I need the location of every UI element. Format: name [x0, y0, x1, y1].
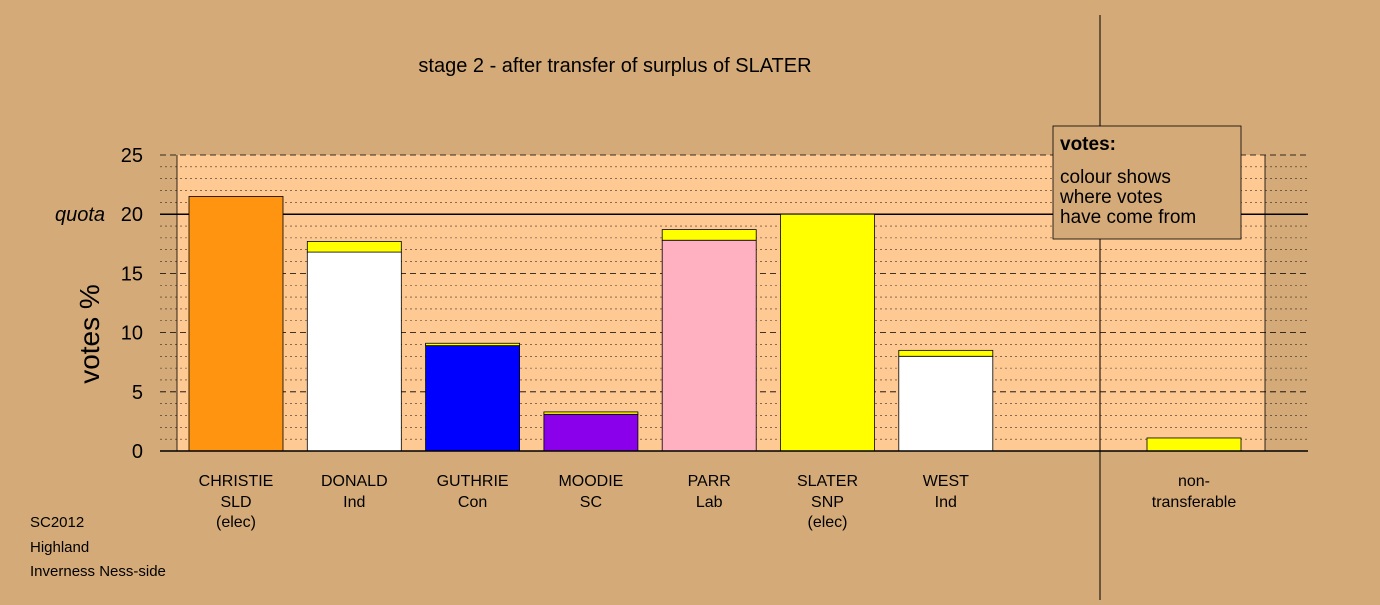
- candidate-name-label: CHRISTIE: [199, 473, 274, 490]
- bar-moodie-from-sc: [543, 413, 639, 452]
- bar-parr-from-lab: [661, 239, 757, 452]
- quota-label: quota: [55, 204, 105, 226]
- category-labels: CHRISTIE SLD (elec) DONALD Ind GUTHRIE Con MOOD…: [199, 473, 1237, 531]
- bar-donald-from-snp: [306, 241, 402, 253]
- candidate-name-label: PARR: [688, 473, 731, 490]
- candidate-name-label: GUTHRIE: [437, 473, 509, 490]
- footer-election: SC2012: [30, 514, 84, 531]
- bar-donald-from-ind: [306, 251, 402, 452]
- candidate-party-label: SLD: [220, 494, 251, 511]
- non-transferable-label-line1: non-: [1178, 473, 1210, 490]
- candidate-party-label: Ind: [343, 494, 365, 511]
- legend-line-1: colour shows: [1060, 167, 1171, 188]
- bar-parr-from-snp: [661, 229, 757, 241]
- candidate-name-label: MOODIE: [558, 473, 623, 490]
- legend-title: votes:: [1060, 134, 1116, 155]
- non-transferable-label-line2: transferable: [1152, 494, 1237, 511]
- candidate-party-label: Lab: [696, 494, 723, 511]
- footer-council: Highland: [30, 539, 89, 556]
- candidate-name-label: DONALD: [321, 473, 388, 490]
- y-tick-label: 10: [121, 323, 143, 345]
- y-tick-label: 5: [132, 382, 143, 404]
- candidate-party-label: SC: [580, 494, 602, 511]
- y-tick-label: 0: [132, 441, 143, 463]
- legend-line-2: where votes: [1059, 187, 1162, 208]
- candidate-status-label: (elec): [216, 514, 256, 531]
- chart-title: stage 2 - after transfer of surplus of S…: [418, 55, 811, 77]
- y-tick-label: 25: [121, 145, 143, 167]
- candidate-party-label: Con: [458, 494, 487, 511]
- candidate-name-label: SLATER: [797, 473, 858, 490]
- bar-slater-from-snp: [780, 213, 875, 452]
- legend: votes: colour shows where votes have com…: [1052, 125, 1242, 240]
- bar-guthrie-from-snp: [425, 342, 521, 347]
- legend-box: [1052, 125, 1242, 240]
- y-tick-label: 15: [121, 263, 143, 285]
- candidate-party-label: SNP: [811, 494, 844, 511]
- candidate-name-label: WEST: [923, 473, 969, 490]
- bar-west-from-snp: [898, 349, 994, 357]
- y-axis-label: votes %: [74, 284, 105, 384]
- bar-guthrie-from-con: [425, 345, 521, 452]
- bar-moodie-from-snp: [543, 411, 639, 415]
- footer-ward: Inverness Ness-side: [30, 563, 166, 580]
- legend-line-3: have come from: [1060, 207, 1196, 228]
- y-tick-label: 20: [121, 204, 143, 226]
- candidate-party-label: Ind: [935, 494, 957, 511]
- candidate-status-label: (elec): [807, 514, 847, 531]
- y-tick-labels: 0 5 10 15 20 25 quota: [55, 145, 143, 463]
- bar-non-transferable: [1146, 437, 1242, 452]
- bar-christie-from-sld: [188, 196, 284, 452]
- bar-west-from-ind: [898, 355, 994, 452]
- bars: [188, 196, 1242, 452]
